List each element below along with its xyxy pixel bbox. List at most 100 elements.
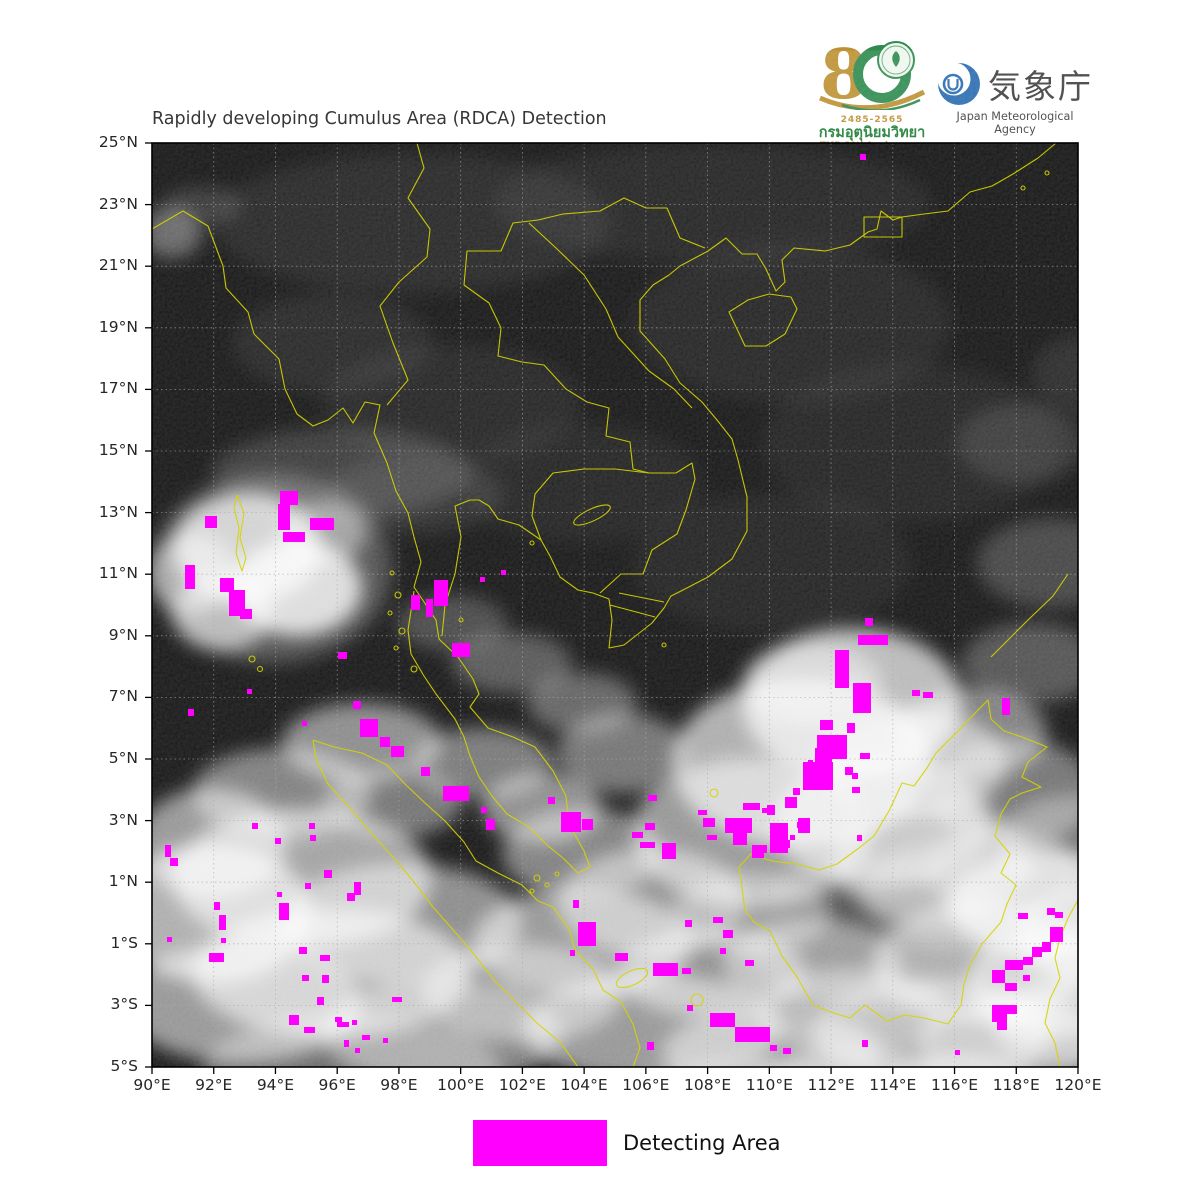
detection-rect	[685, 920, 692, 927]
detection-rect	[1047, 908, 1055, 915]
lat-tick-label: 17°N	[98, 379, 138, 398]
detection-rect	[1018, 913, 1028, 919]
detection-rect	[992, 970, 1005, 983]
islet	[256, 665, 264, 673]
detection-rect	[360, 719, 378, 737]
lon-tick-label: 110°E	[745, 1076, 793, 1094]
lon-tick-label: 102°E	[498, 1076, 546, 1094]
detection-rect	[770, 1045, 777, 1051]
tmd-thai-name: กรมอุตุนิยมวิทยา	[818, 125, 926, 141]
detection-rect	[283, 532, 305, 542]
detection-rect	[338, 652, 347, 659]
detection-rect	[383, 1038, 388, 1043]
lat-tick-label: 3°S	[110, 995, 138, 1014]
detection-rect	[355, 1048, 360, 1053]
jma-logo: 気象庁 Japan Meteorological Agency	[936, 60, 1094, 136]
detection-rect	[209, 953, 224, 962]
detecting-area-swatch	[473, 1120, 607, 1166]
detection-rect	[845, 767, 853, 775]
lat-tick-label: 3°N	[108, 810, 138, 829]
detection-rect	[857, 835, 862, 841]
detection-rect	[853, 683, 871, 713]
detection-rect	[723, 930, 733, 938]
lon-tick-label: 116°E	[930, 1076, 979, 1094]
detection-rect	[481, 807, 487, 813]
detection-rect	[322, 975, 329, 983]
lon-tick-label: 90°E	[133, 1076, 171, 1094]
coastline-hainan	[728, 293, 798, 347]
detection-rect	[582, 819, 593, 830]
detection-rect	[847, 723, 855, 733]
detection-rect	[299, 947, 307, 954]
islet	[554, 871, 560, 877]
satellite-map-canvas	[112, 142, 1172, 1148]
detection-rect	[247, 689, 252, 694]
satellite-map	[112, 142, 1172, 1148]
detection-rect	[682, 968, 691, 974]
detection-rect	[335, 1017, 342, 1022]
detection-rect	[698, 810, 707, 815]
detection-rect	[835, 650, 849, 688]
islet	[393, 645, 399, 651]
lat-tick-label: 19°N	[98, 317, 138, 336]
detection-rect	[279, 903, 289, 920]
detection-rect	[662, 843, 676, 859]
detection-rect	[1023, 957, 1033, 965]
detection-rect	[647, 1042, 654, 1050]
detection-layer	[165, 154, 1063, 1055]
border-thailand-cambodia	[531, 468, 650, 541]
detection-rect	[165, 845, 171, 857]
legend: Detecting Area	[473, 1120, 781, 1166]
detection-rect	[219, 915, 226, 930]
lon-tick-label: 94°E	[256, 1076, 295, 1094]
detection-rect	[955, 1050, 960, 1055]
detection-rect	[452, 643, 470, 657]
detection-rect	[808, 760, 813, 767]
detecting-area-label: Detecting Area	[623, 1131, 781, 1155]
title-line-1: Rapidly developing Cumulus Area (RDCA) D…	[152, 109, 607, 129]
lat-tick-label: 5°N	[108, 749, 138, 767]
detection-rect	[310, 518, 334, 530]
islet	[529, 540, 535, 546]
coastline-palawan	[990, 573, 1069, 658]
detection-rect	[653, 963, 678, 976]
detection-rect	[785, 797, 797, 808]
coastline-borneo	[738, 699, 1048, 1025]
islet	[398, 627, 406, 635]
detection-rect	[205, 516, 217, 528]
detection-rect	[277, 892, 282, 897]
detection-rect	[752, 845, 767, 853]
lon-tick-label: 92°E	[195, 1076, 233, 1094]
detection-rect	[770, 823, 788, 853]
detection-rect	[167, 937, 172, 942]
detection-rect	[743, 803, 760, 810]
lon-tick-label: 118°E	[992, 1076, 1040, 1094]
detection-rect	[486, 819, 495, 830]
detection-rect	[752, 850, 764, 858]
detection-rect	[443, 786, 469, 801]
detection-rect	[645, 823, 655, 830]
islet	[544, 882, 550, 888]
detection-rect	[380, 737, 390, 747]
detection-rect	[725, 818, 752, 833]
lat-tick-label: 23°N	[98, 194, 138, 213]
detection-rect	[344, 1040, 349, 1047]
detection-rect	[767, 805, 775, 815]
lat-tick-label: 5°S	[110, 1057, 138, 1075]
detection-rect	[320, 955, 330, 961]
islet	[389, 570, 395, 576]
border-myanmar-thailand	[379, 142, 431, 406]
islet	[661, 642, 667, 648]
detection-rect	[1023, 975, 1030, 981]
islet	[387, 610, 393, 616]
detection-rect	[703, 818, 715, 827]
detection-rect	[310, 835, 316, 841]
islet	[458, 617, 464, 623]
detection-rect	[573, 900, 579, 908]
axes-frame	[151, 142, 1079, 1068]
hong-kong-box	[863, 216, 903, 238]
detection-rect	[411, 595, 420, 610]
lat-tick-label: 21°N	[98, 256, 138, 275]
border-cambodia-vietnam	[599, 462, 696, 594]
